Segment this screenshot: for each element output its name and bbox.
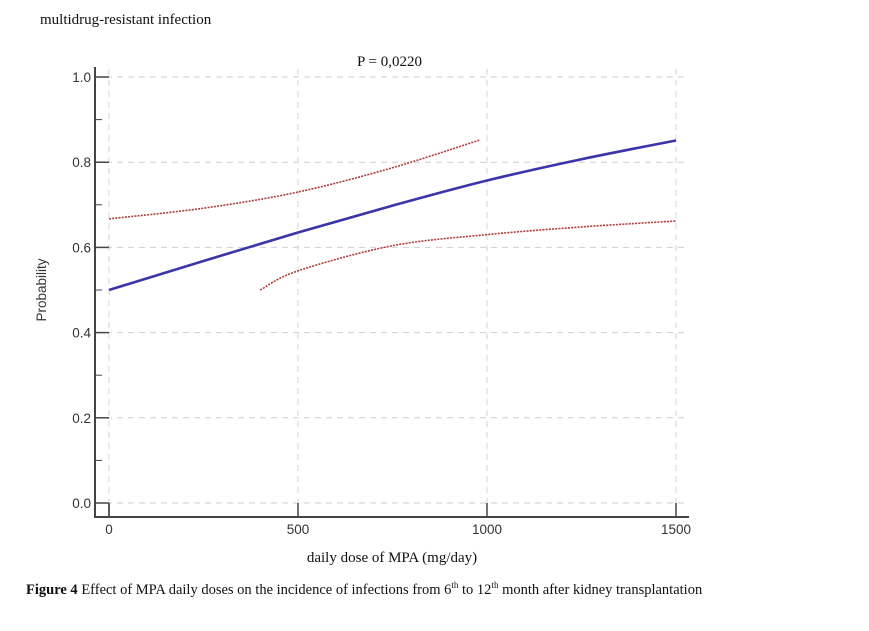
x-axis-label: daily dose of MPA (mg/day) <box>307 550 477 566</box>
fitted-curve <box>108 139 677 292</box>
caption-text-2: to 12 <box>458 582 492 598</box>
x-ticks: 0 500 1000 1500 <box>105 503 691 537</box>
x-tick-label: 0 <box>105 522 113 537</box>
y-tick-label: 0.2 <box>72 411 91 426</box>
y-tick-label: 0.6 <box>72 240 91 255</box>
caption-text-3: month after kidney transplantation <box>498 582 703 598</box>
y-axis-label: Probability <box>34 258 49 321</box>
grid <box>95 69 688 517</box>
p-value-annotation: P = 0,0220 <box>357 54 422 70</box>
series-group <box>108 139 677 292</box>
lower-ci-curve <box>259 220 677 291</box>
figure-label: Figure 4 <box>26 582 78 598</box>
x-tick-label: 500 <box>287 522 310 537</box>
y-tick-label: 1.0 <box>72 70 91 85</box>
caption-text-1: Effect of MPA daily doses on the inciden… <box>77 582 452 598</box>
x-tick-label: 1000 <box>472 522 502 537</box>
y-ticks: 0.0 0.2 0.4 0.6 0.8 1.0 <box>72 70 109 511</box>
chart-title: multidrug-resistant infection <box>40 12 212 28</box>
upper-ci-curve <box>108 139 480 220</box>
y-tick-label: 0.0 <box>72 496 91 511</box>
caption-sup-2: th <box>491 580 499 591</box>
y-tick-label: 0.8 <box>72 155 91 170</box>
axes <box>94 67 689 518</box>
y-tick-label: 0.4 <box>72 326 91 341</box>
chart: multidrug-resistant infection P = 0,0220… <box>34 12 691 566</box>
caption-sup-1: th <box>451 580 459 591</box>
x-tick-label: 1500 <box>661 522 691 537</box>
figure-caption: Figure 4 Effect of MPA daily doses on th… <box>26 580 866 599</box>
